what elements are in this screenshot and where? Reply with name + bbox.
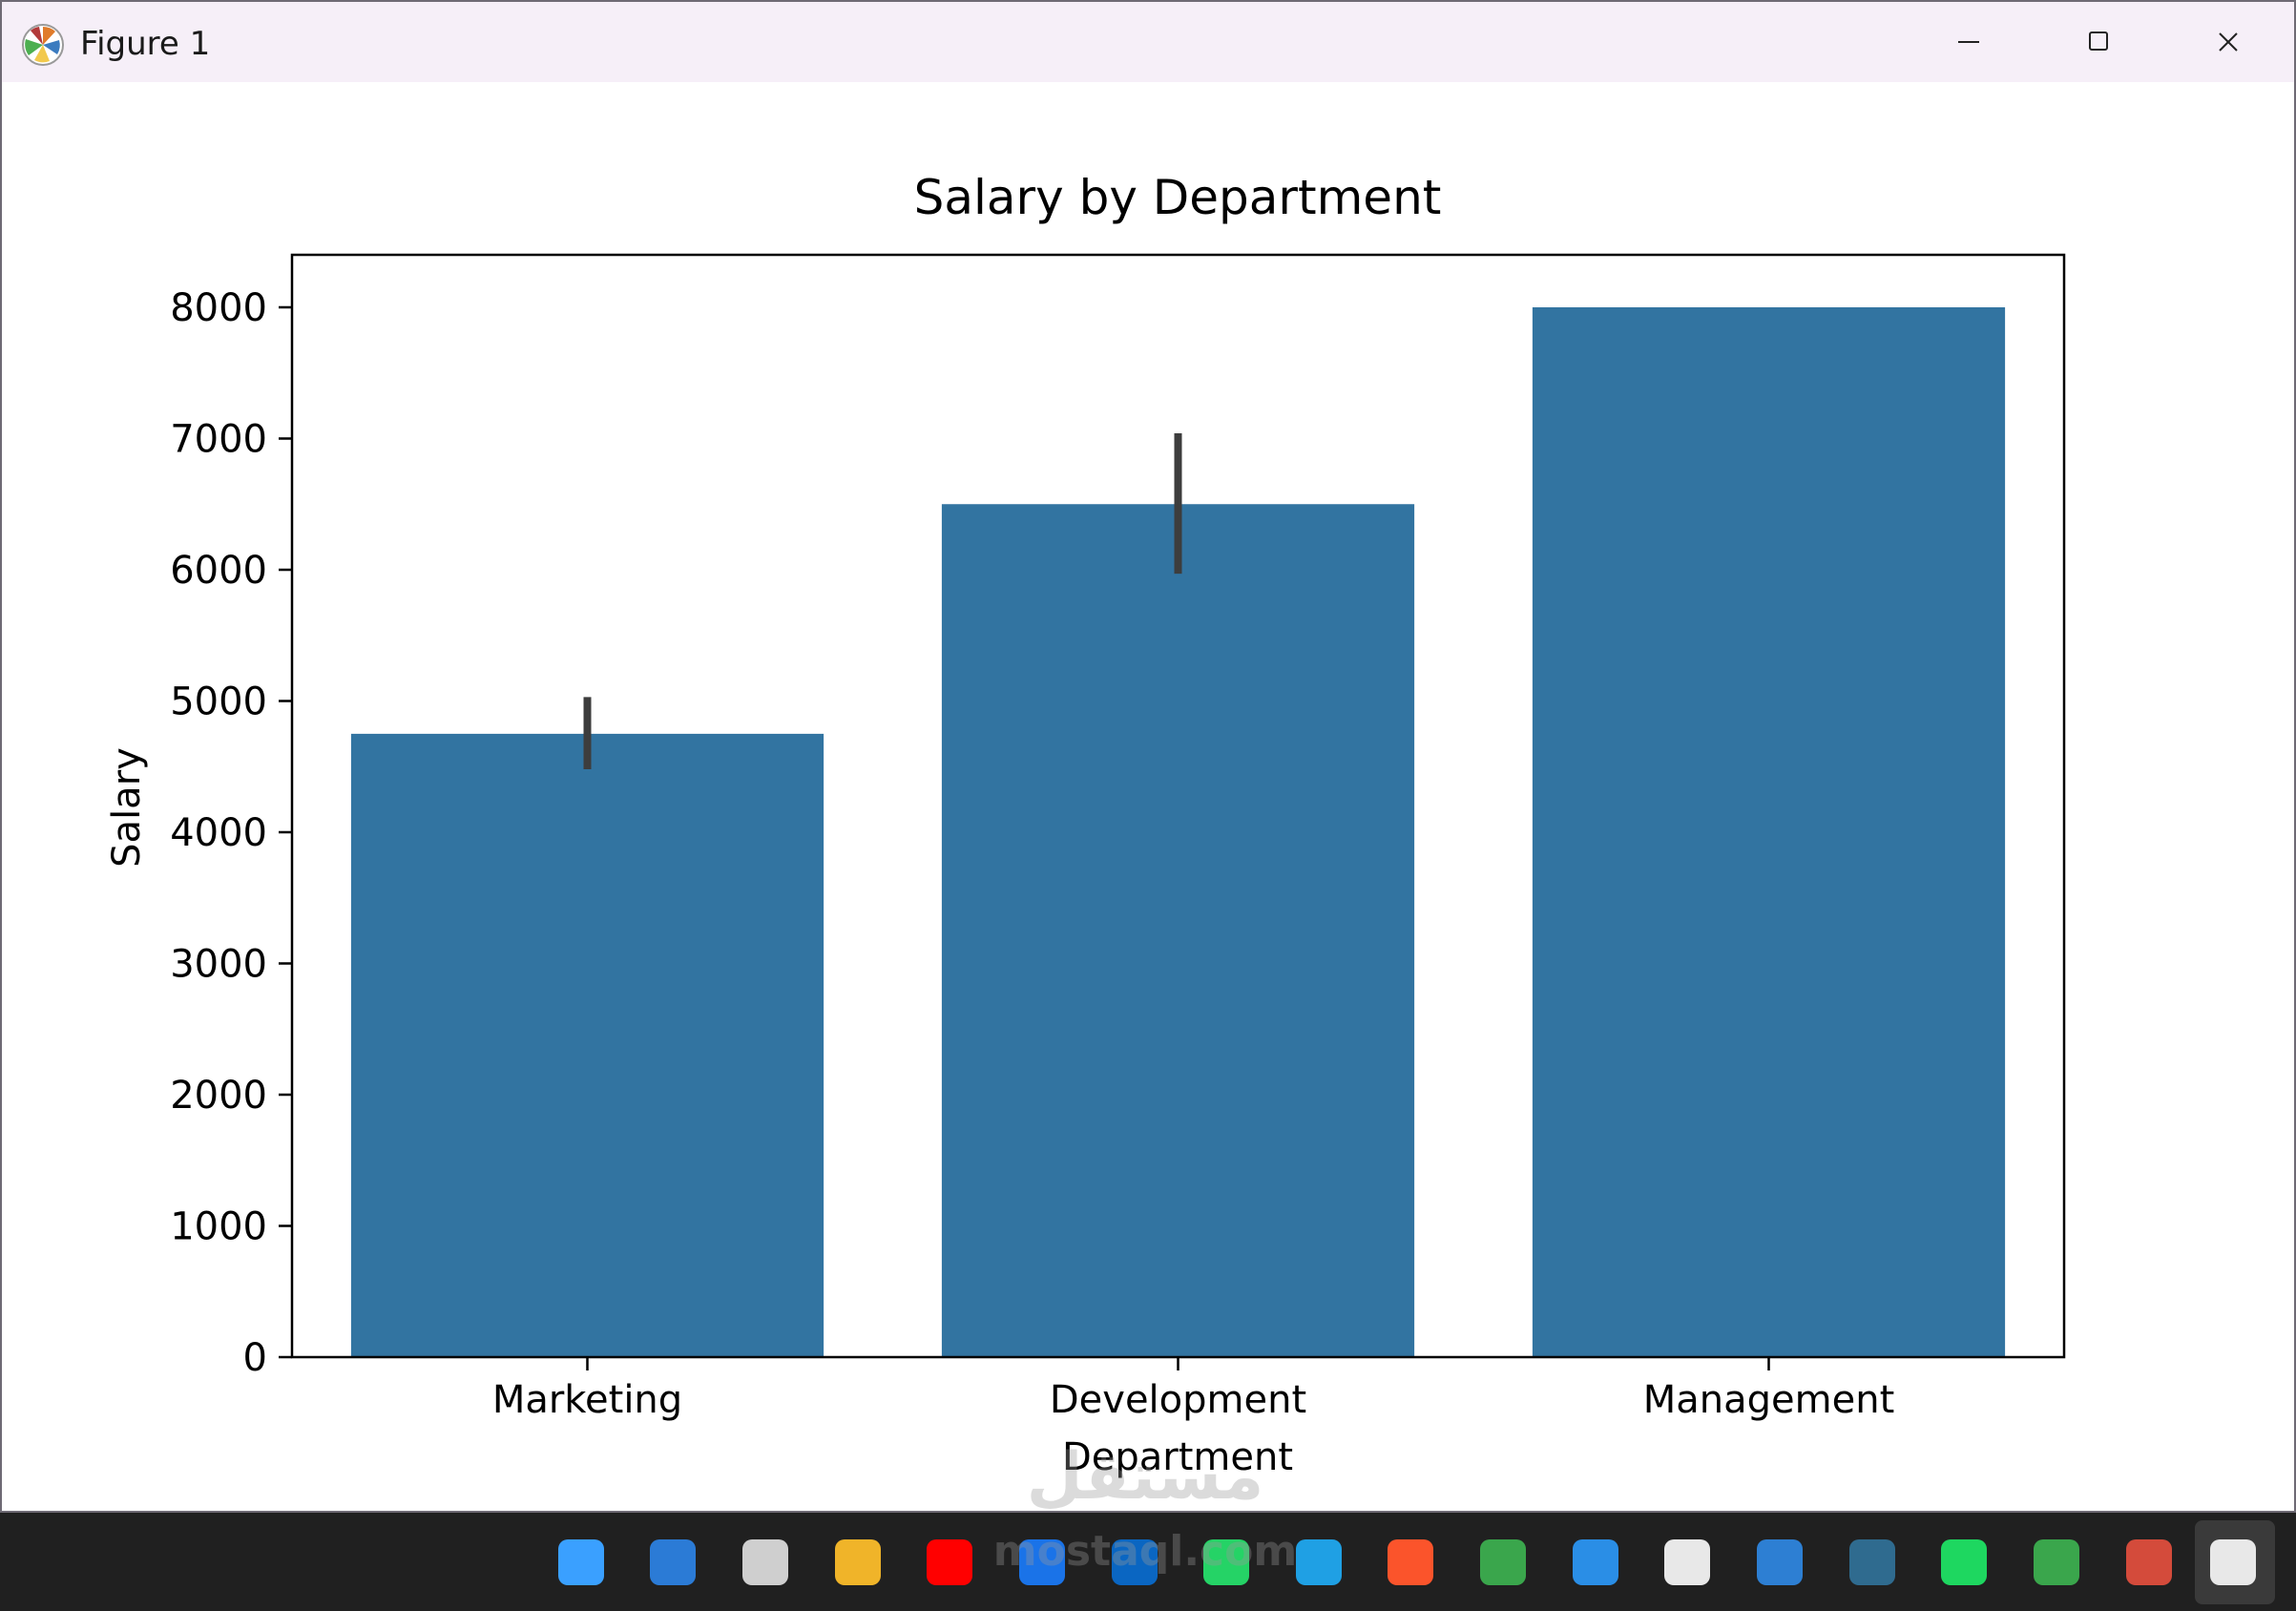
spotify-icon[interactable] — [1933, 1532, 1994, 1593]
edge-icon[interactable] — [1288, 1532, 1349, 1593]
file-explorer-icon[interactable] — [827, 1532, 888, 1593]
watermark-logo: مستقل mostaql.com — [993, 1441, 1297, 1576]
figure-canvas: Salary by Department 0 1000 2000 3000 4000 50… — [2, 82, 2294, 1511]
y-tick-label: 1000 — [170, 1205, 267, 1249]
maximize-button[interactable] — [2050, 15, 2145, 69]
start-icon[interactable] — [551, 1532, 612, 1593]
window-title: Figure 1 — [80, 25, 211, 63]
y-tick-label: 6000 — [170, 549, 267, 593]
minimize-button[interactable] — [1920, 15, 2015, 69]
y-axis-label: Salary — [105, 747, 149, 868]
mysql-icon[interactable] — [1842, 1532, 1903, 1593]
chart-title: Salary by Department — [914, 170, 1442, 225]
figure-window: Figure 1 Salary by Department 0 1000 2000 3… — [0, 0, 2296, 1513]
x-tick-label: Development — [1050, 1378, 1306, 1422]
task-view-icon[interactable] — [735, 1532, 796, 1593]
circle-app-icon[interactable] — [1472, 1532, 1534, 1593]
youtube-icon[interactable] — [919, 1532, 980, 1593]
y-tick-label: 8000 — [170, 286, 267, 330]
y-tick-label: 0 — [243, 1336, 267, 1380]
taskbar — [0, 1513, 2296, 1611]
svg-text:مستقل: مستقل — [1027, 1441, 1264, 1515]
bars-group — [350, 307, 2006, 1357]
y-tick-label: 3000 — [170, 943, 267, 987]
watermark-text: mostaql.com — [993, 1527, 1297, 1576]
matplotlib-icon[interactable] — [2202, 1532, 2264, 1593]
x-tick-label: Management — [1643, 1378, 1895, 1422]
y-tick-label: 2000 — [170, 1074, 267, 1118]
y-axis-ticks: 0 1000 2000 3000 4000 5000 6000 7000 8000 — [170, 286, 292, 1380]
x-tick-label: Marketing — [492, 1378, 682, 1422]
app-icon[interactable] — [1749, 1532, 1810, 1593]
bar-management — [1532, 307, 2006, 1357]
search-icon[interactable] — [642, 1532, 703, 1593]
y-tick-label: 4000 — [170, 811, 267, 855]
close-icon — [2219, 32, 2238, 52]
bar-development — [941, 504, 1415, 1357]
bar-chart: Salary by Department 0 1000 2000 3000 4000 50… — [105, 170, 2066, 1479]
y-tick-label: 7000 — [170, 418, 267, 462]
minimize-icon — [1958, 41, 1979, 43]
outlook-icon[interactable] — [1012, 1532, 1073, 1593]
y-tick-label: 5000 — [170, 680, 267, 724]
matplotlib-logo-icon — [22, 24, 64, 66]
maximize-icon — [2089, 31, 2108, 51]
x-axis-ticks: Marketing Development Management — [492, 1357, 1894, 1422]
linkedin-icon[interactable] — [1104, 1532, 1165, 1593]
title-bar[interactable]: Figure 1 — [2, 2, 2294, 82]
x-axis-label: Department — [1062, 1435, 1293, 1479]
whatsapp-icon[interactable] — [1196, 1532, 1257, 1593]
vscode-icon[interactable] — [1565, 1532, 1626, 1593]
chatgpt-icon[interactable] — [1657, 1532, 1718, 1593]
bar-marketing — [350, 733, 824, 1357]
error-bars-group — [583, 433, 1182, 769]
excel-icon[interactable] — [2119, 1532, 2180, 1593]
circle-app-2-icon[interactable] — [2026, 1532, 2087, 1593]
brave-icon[interactable] — [1380, 1532, 1441, 1593]
close-button[interactable] — [2181, 15, 2276, 69]
